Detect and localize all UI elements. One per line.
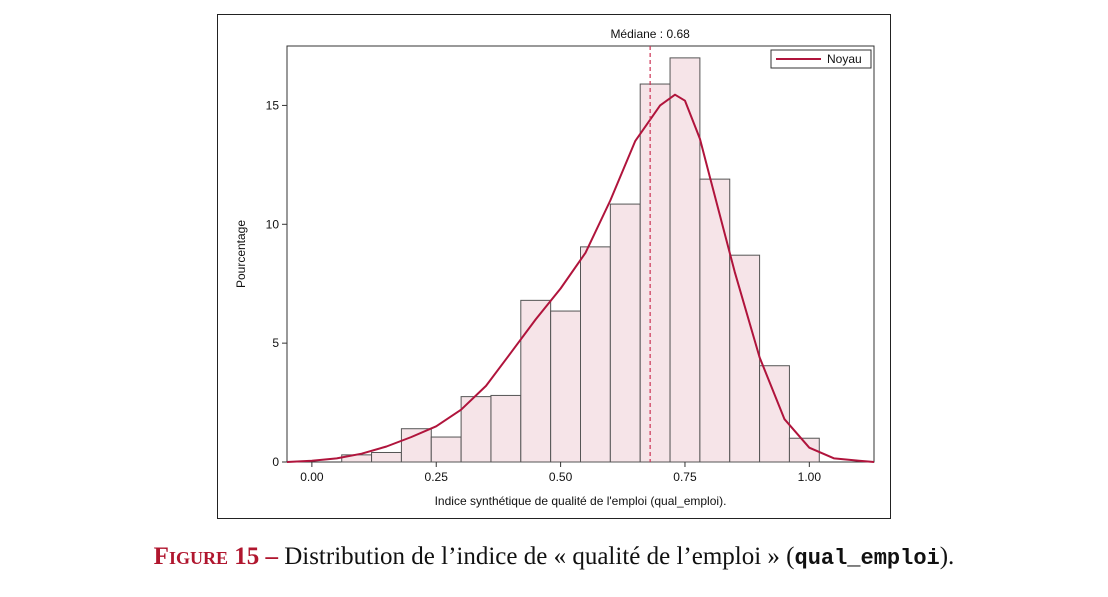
x-tick-label-4: 1.00 [798,470,822,484]
histogram-bar-8 [550,310,582,463]
figure-number: Figure 15 – [153,543,278,570]
caption-text-before: Distribution de l’indice de « qualité de… [277,543,795,570]
histogram-bar-15 [759,365,790,463]
x-tick-label-2: 0.50 [549,470,573,484]
y-axis-label: Pourcentage [234,220,248,288]
kernel-density-line [286,93,875,463]
y-tick-label-5: 5 [272,336,279,350]
histogram-bar-16 [788,437,820,463]
histogram-bar-5 [460,396,492,463]
histogram-bar-6 [490,394,522,463]
figure-frame: Médiane : 0.68 0 5 10 15 0.00 0.25 0.50 0.75 1.00… [217,14,891,519]
legend-label-noyau: Noyau [827,52,862,66]
histogram-bar-7 [520,299,552,463]
histogram-bar-3 [400,428,432,463]
x-tick-label-3: 0.75 [673,470,697,484]
histogram-bar-13 [699,178,731,463]
histogram-bar-9 [580,246,611,463]
median-label: Médiane : 0.68 [610,27,690,41]
y-tick-label-0: 0 [272,455,279,469]
histogram-bar-12 [669,57,701,463]
figure-caption: Figure 15 – Distribution de l’indice de … [0,543,1108,571]
histogram-bar-11 [639,83,671,463]
x-tick-label-0: 0.00 [300,470,324,484]
caption-variable: qual_emploi [794,546,940,571]
histogram-bar-4 [430,436,462,463]
histogram-bar-14 [729,254,761,463]
y-tick-label-10: 10 [266,217,280,231]
x-axis-label: Indice synthétique de qualité de l'emplo… [435,494,727,508]
histogram-bar-2 [371,451,402,463]
y-tick-label-15: 15 [266,98,280,112]
histogram-bar-10 [609,203,641,463]
caption-text-after: ). [939,543,955,570]
histogram-chart: Médiane : 0.68 0 5 10 15 0.00 0.25 0.50 0.75 1.00… [234,27,875,508]
x-tick-label-1: 0.25 [425,470,449,484]
